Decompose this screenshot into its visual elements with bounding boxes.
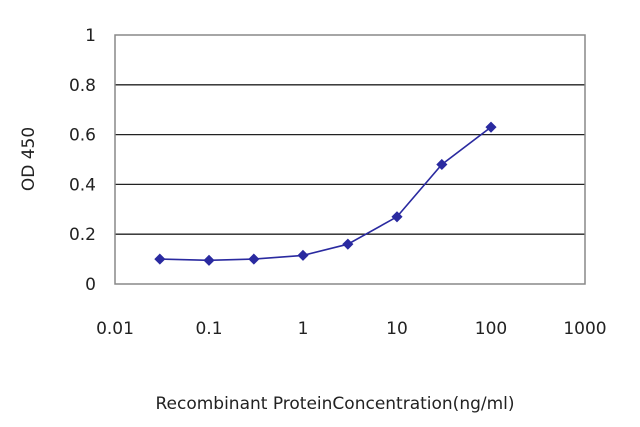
series-line-0: [159, 126, 492, 262]
y-tick-label-4: 0.8: [69, 76, 96, 96]
series-group: [154, 121, 497, 266]
x-tick-label-1: 0.1: [195, 319, 222, 339]
x-tick-label-4: 100: [475, 319, 507, 339]
x-tick-label-3: 10: [386, 319, 408, 339]
y-tick-label-2: 0.4: [69, 175, 96, 195]
y-axis-label: OD 450: [19, 127, 39, 191]
plot-area-frame: [114, 34, 586, 285]
data-point-7: [485, 121, 497, 133]
y-tick-label-0: 0: [85, 275, 96, 295]
data-point-4: [342, 238, 354, 250]
x-tick-label-5: 1000: [563, 319, 606, 339]
data-point-6: [436, 158, 448, 171]
y-tick-label-3: 0.6: [69, 126, 96, 146]
data-point-3: [297, 249, 309, 261]
x-tick-label-0: 0.01: [96, 319, 134, 339]
y-axis-ticks: 0 0.2 0.4 0.6 0.8 1: [69, 26, 96, 295]
data-point-5: [391, 211, 403, 223]
x-axis-ticks: 0.01 0.1 1 10 100 1000: [96, 319, 607, 339]
data-point-1: [203, 254, 215, 266]
y-tick-label-1: 0.2: [69, 225, 96, 245]
x-tick-label-2: 1: [298, 319, 309, 339]
data-point-0: [154, 253, 166, 265]
y-tick-label-5: 1: [85, 26, 96, 46]
data-point-2: [248, 253, 260, 265]
x-axis-label: Recombinant ProteinConcentration(ng/ml): [155, 394, 514, 414]
gridlines: [115, 84, 585, 235]
